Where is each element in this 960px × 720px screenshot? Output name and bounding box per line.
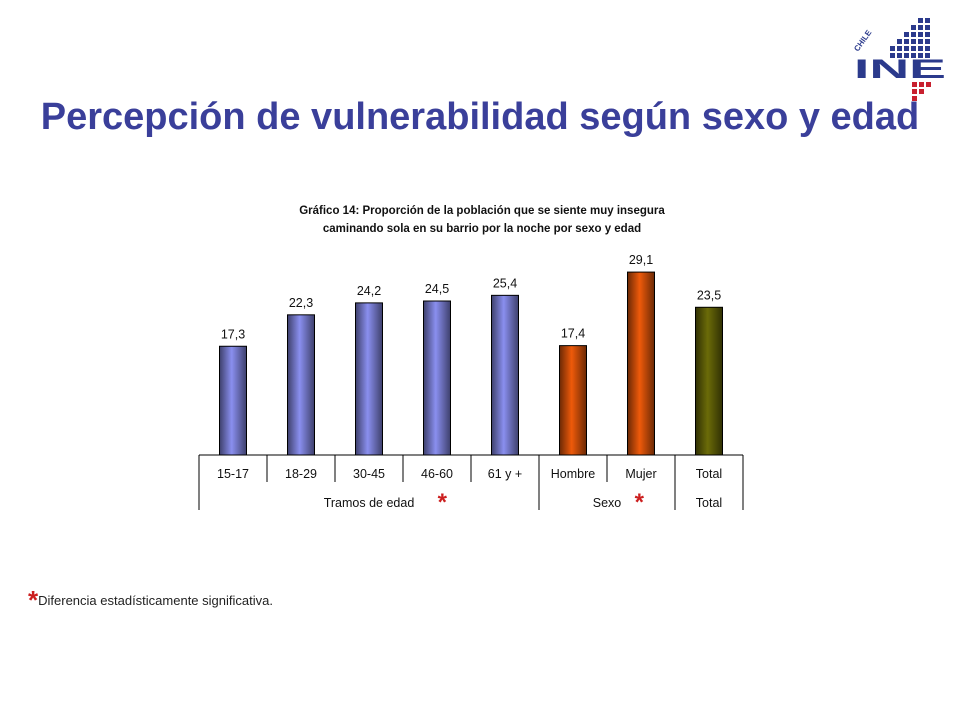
footnote-text: Diferencia estadísticamente significativ… <box>38 593 273 608</box>
logo-pixel <box>918 25 923 30</box>
slide-title: Percepción de vulnerabilidad según sexo … <box>40 96 920 138</box>
bar-Mujer <box>627 271 655 456</box>
ine-logo-pixels <box>890 18 931 101</box>
bar-value-label: 17,4 <box>561 327 585 341</box>
logo-pixel <box>918 53 923 58</box>
group-label: Tramos de edad <box>324 496 415 510</box>
bar-value-label: 23,5 <box>697 288 721 302</box>
footnote-marker: * <box>28 585 39 615</box>
logo-pixel <box>904 32 909 37</box>
logo-pixel <box>912 96 917 101</box>
footnote: *Diferencia estadísticamente significati… <box>28 585 273 616</box>
logo-pixel <box>925 39 930 44</box>
bar-15-17 <box>219 345 247 456</box>
logo-pixel <box>912 89 917 94</box>
logo-pixel <box>904 53 909 58</box>
group-label: Total <box>696 496 722 510</box>
category-tick-label: 61 y + <box>488 467 522 481</box>
significance-marker: * <box>438 489 448 516</box>
logo-pixel <box>911 53 916 58</box>
logo-pixel <box>904 46 909 51</box>
category-tick-label: 18-29 <box>285 467 317 481</box>
bar-value-label: 25,4 <box>493 276 517 290</box>
bar-18-29 <box>287 314 315 456</box>
logo-pixel <box>911 39 916 44</box>
axis-table-layer: 15-17 18-29 30-45 46-60 61 y + Hombre Mujer Tot… <box>198 454 744 516</box>
logo-pixel <box>911 46 916 51</box>
logo-pixel <box>890 53 895 58</box>
logo-pixel <box>919 89 924 94</box>
logo-pixel <box>911 25 916 30</box>
category-tick-label: Hombre <box>551 467 596 481</box>
bar-value-label: 24,2 <box>357 284 381 298</box>
chart-title-line-2: caminando sola en su barrio por la noche… <box>323 223 641 235</box>
bar-value-label: 24,5 <box>425 282 449 296</box>
category-tick-label: Mujer <box>625 467 656 481</box>
category-tick-label: 15-17 <box>217 467 249 481</box>
bar-61y <box>491 294 519 456</box>
logo-pixel <box>925 53 930 58</box>
logo-pixel <box>897 46 902 51</box>
logo-pixel <box>918 18 923 23</box>
logo-pixel <box>897 39 902 44</box>
category-tick-label: Total <box>696 467 722 481</box>
logo-pixel <box>918 39 923 44</box>
logo-acronym: INE <box>854 54 946 84</box>
bar-Hombre <box>559 345 587 456</box>
logo-pixel <box>918 32 923 37</box>
logo-pixel <box>890 46 895 51</box>
significance-marker: * <box>635 489 645 516</box>
logo-pixel <box>925 25 930 30</box>
bar-46-60 <box>423 300 451 456</box>
bar-chart: Gráfico 14: Proporción de la población q… <box>198 205 744 516</box>
logo-pixel <box>925 18 930 23</box>
category-tick-label: 30-45 <box>353 467 385 481</box>
bar-value-label: 17,3 <box>221 327 245 341</box>
bar-value-label: 29,1 <box>629 253 653 267</box>
bar-value-label: 22,3 <box>289 296 313 310</box>
bar-Total <box>695 306 723 456</box>
chart-title-line-1: Gráfico 14: Proporción de la población q… <box>299 205 665 217</box>
logo-pixel <box>919 82 924 87</box>
bars-layer: 17,3 22,3 24,2 24,5 25,4 17,4 29,1 23,5 <box>219 253 723 456</box>
ine-logo: CHILE INE <box>852 18 946 101</box>
logo-pixel <box>911 32 916 37</box>
logo-pixel <box>904 39 909 44</box>
logo-pixel <box>925 46 930 51</box>
group-label: Sexo <box>593 496 622 510</box>
logo-pixel <box>926 82 931 87</box>
logo-pixel <box>925 32 930 37</box>
bar-30-45 <box>355 302 383 456</box>
logo-pixel <box>918 46 923 51</box>
logo-pixel <box>897 53 902 58</box>
logo-pixel <box>912 82 917 87</box>
category-tick-label: 46-60 <box>421 467 453 481</box>
